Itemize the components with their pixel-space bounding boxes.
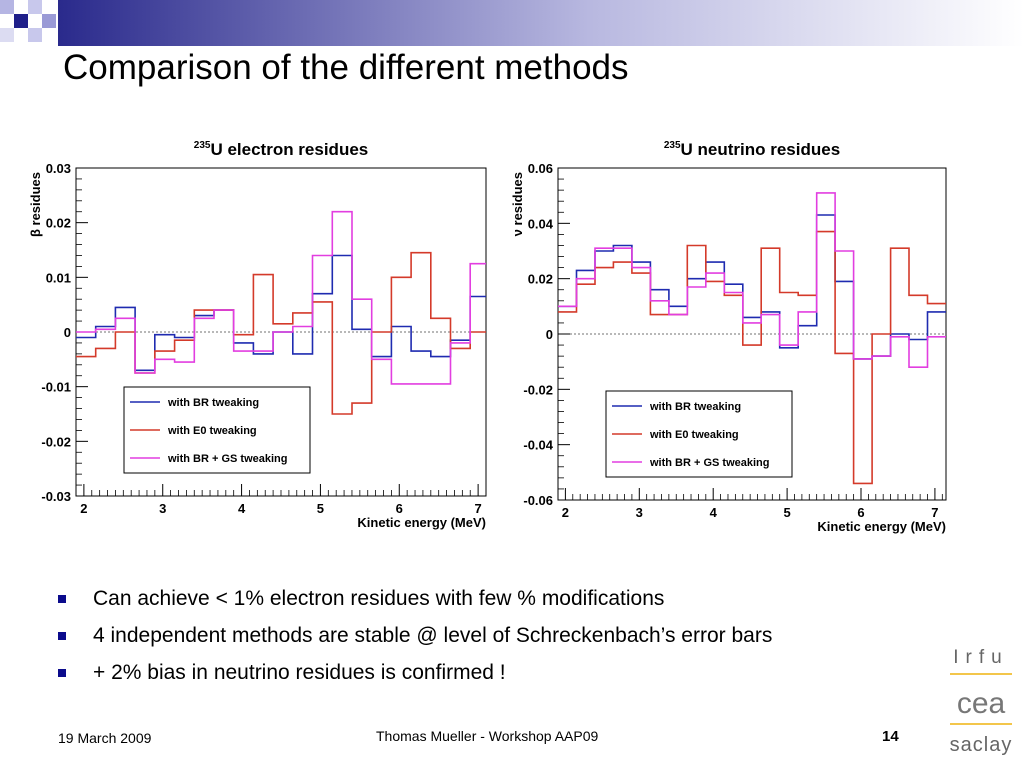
legend-label: with BR + GS tweaking: [649, 457, 770, 469]
slide-title: Comparison of the different methods: [63, 48, 629, 87]
y-tick-label: 0.04: [528, 216, 554, 231]
legend-label: with E0 tweaking: [649, 429, 739, 441]
footer-author: Thomas Mueller - Workshop AAP09: [376, 728, 599, 744]
bullet-text: Can achieve < 1% electron residues with …: [93, 587, 665, 610]
neutrino-residues-chart: 235U neutrino residues0.060.040.020-0.02…: [510, 140, 947, 534]
legend-label: with BR tweaking: [167, 397, 259, 409]
y-axis-label: β residues: [28, 172, 43, 237]
footer-date: 19 March 2009: [58, 730, 152, 746]
x-tick-label: 7: [474, 501, 481, 516]
series-line-br: [76, 254, 486, 372]
y-tick-label: -0.06: [523, 493, 553, 508]
chart-title-text: U electron residues: [210, 140, 368, 159]
y-tick-label: -0.04: [523, 438, 553, 453]
bullet-square-icon: [58, 595, 66, 603]
bullet-item: + 2% bias in neutrino residues is confir…: [58, 660, 772, 697]
deco-square: [28, 28, 42, 42]
series-line-e0: [558, 230, 946, 485]
chart-title: 235U electron residues: [194, 140, 368, 159]
header-gradient-band: [58, 0, 1024, 46]
x-tick-label: 5: [783, 505, 790, 520]
series-line-br: [558, 214, 946, 360]
legend-label: with E0 tweaking: [167, 425, 257, 437]
series-line-br-gs: [558, 192, 946, 368]
x-axis-label: Kinetic energy (MeV): [357, 515, 486, 530]
bullet-square-icon: [58, 632, 66, 640]
page-number: 14: [882, 728, 899, 745]
y-tick-label: -0.02: [41, 434, 71, 449]
chart-title-text: U neutrino residues: [681, 140, 841, 159]
bullet-square-icon: [58, 669, 66, 677]
x-tick-label: 2: [562, 505, 569, 520]
x-tick-label: 5: [317, 501, 324, 516]
saclay-logo: saclay: [950, 734, 1013, 756]
header-decoration: [0, 0, 1024, 46]
y-axis-label: ν residues: [510, 172, 525, 236]
y-tick-label: 0.02: [528, 272, 553, 287]
x-tick-label: 6: [396, 501, 403, 516]
bullet-text: + 2% bias in neutrino residues is confir…: [93, 661, 506, 684]
x-tick-label: 7: [931, 505, 938, 520]
deco-square: [0, 28, 14, 42]
x-axis-label: Kinetic energy (MeV): [817, 519, 946, 534]
bullet-item: Can achieve < 1% electron residues with …: [58, 586, 772, 623]
x-tick-label: 2: [80, 501, 87, 516]
y-tick-label: 0: [546, 327, 553, 342]
x-tick-label: 3: [159, 501, 166, 516]
chart-title-superscript: 235: [664, 140, 681, 151]
y-tick-label: -0.01: [41, 380, 71, 395]
y-tick-label: 0: [64, 325, 71, 340]
bullet-text: 4 independent methods are stable @ level…: [93, 624, 773, 647]
deco-square: [28, 0, 42, 14]
deco-square: [14, 14, 28, 28]
series-line-br-gs: [76, 210, 486, 385]
electron-residues-chart: 235U electron residues0.030.020.010-0.01…: [28, 140, 487, 530]
deco-square: [0, 0, 14, 14]
institute-logos: Irfu cea saclay: [950, 647, 1013, 756]
x-tick-label: 3: [636, 505, 643, 520]
cea-logo: cea: [957, 687, 1006, 720]
chart-title: 235U neutrino residues: [664, 140, 840, 159]
y-tick-label: 0.01: [46, 270, 71, 285]
x-tick-label: 4: [710, 505, 718, 520]
bullet-item: 4 independent methods are stable @ level…: [58, 623, 772, 660]
legend-label: with BR tweaking: [649, 401, 741, 413]
legend-label: with BR + GS tweaking: [167, 453, 288, 465]
irfu-logo: Irfu: [953, 647, 1008, 668]
x-tick-label: 6: [857, 505, 864, 520]
deco-square: [42, 14, 56, 28]
y-tick-label: -0.03: [41, 489, 71, 504]
chart-title-superscript: 235: [194, 140, 211, 151]
y-tick-label: 0.06: [528, 161, 553, 176]
y-tick-label: -0.02: [523, 382, 553, 397]
x-tick-label: 4: [238, 501, 246, 516]
y-tick-label: 0.02: [46, 216, 71, 231]
y-tick-label: 0.03: [46, 161, 71, 176]
bullet-list: Can achieve < 1% electron residues with …: [58, 586, 772, 697]
